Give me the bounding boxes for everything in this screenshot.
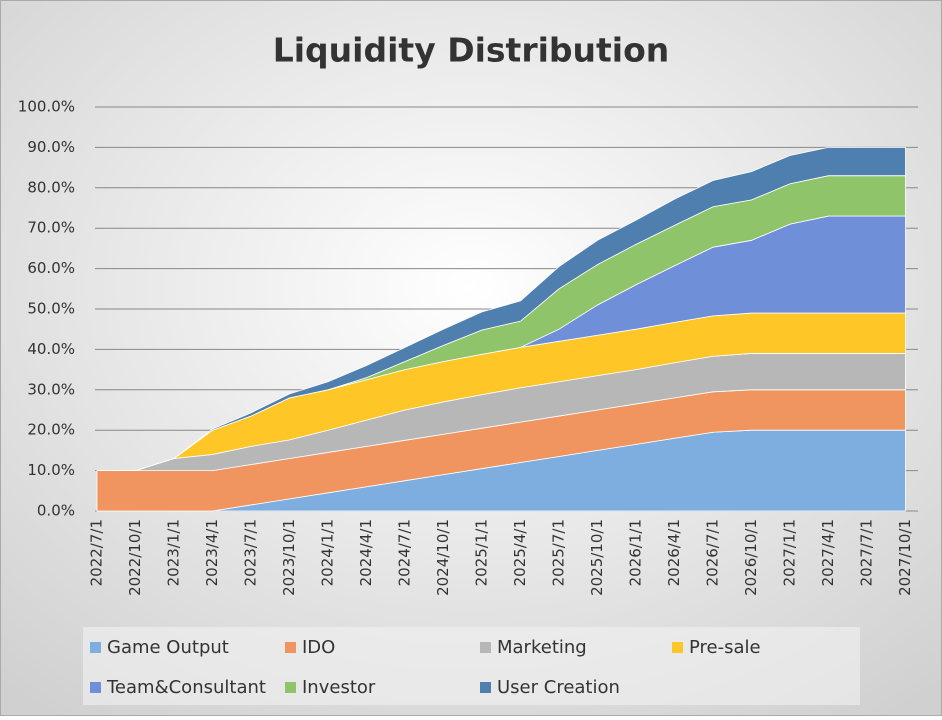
- x-tick-label: 2026/4/1: [665, 519, 683, 586]
- x-tick-label: 2024/10/1: [434, 519, 452, 596]
- legend-swatch: [285, 642, 296, 653]
- x-tick-label: 2026/10/1: [742, 519, 760, 596]
- legend-label: Game Output: [107, 637, 229, 658]
- legend-swatch: [285, 682, 296, 693]
- x-tick-label: 2024/7/1: [396, 519, 414, 586]
- x-tick-label: 2023/4/1: [203, 519, 221, 586]
- legend-label: IDO: [302, 637, 335, 658]
- x-tick-label: 2022/7/1: [88, 519, 106, 586]
- legend-swatch: [480, 682, 491, 693]
- area: [97, 146, 906, 472]
- legend-label: Pre-sale: [689, 637, 761, 658]
- x-tick-label: 2026/1/1: [627, 519, 645, 586]
- y-tick-label: 70.0%: [27, 219, 75, 237]
- legend-swatch: [90, 682, 101, 693]
- x-tick-label: 2022/10/1: [126, 519, 144, 596]
- x-tick-label: 2027/10/1: [896, 519, 914, 596]
- legend-swatch: [90, 642, 101, 653]
- x-tick-label: 2024/4/1: [357, 519, 375, 586]
- y-tick-label: 60.0%: [27, 259, 75, 277]
- x-tick-label: 2023/10/1: [280, 519, 298, 596]
- legend-label: Marketing: [497, 637, 587, 658]
- x-tick-label: 2025/10/1: [588, 519, 606, 596]
- x-tick-label: 2027/4/1: [819, 519, 837, 586]
- legend-swatch: [672, 642, 683, 653]
- legend-box: [83, 627, 860, 705]
- legend-label: Team&Consultant: [106, 677, 266, 698]
- legend-swatch: [480, 642, 491, 653]
- x-tick-label: 2023/7/1: [242, 519, 260, 586]
- x-tick-label: 2024/1/1: [319, 519, 337, 586]
- y-tick-label: 80.0%: [27, 178, 75, 196]
- x-tick-label: 2027/7/1: [858, 519, 876, 586]
- x-tick-label: 2025/4/1: [511, 519, 529, 586]
- x-tick-label: 2025/7/1: [550, 519, 568, 586]
- x-tick-label: 2027/1/1: [781, 519, 799, 586]
- y-tick-label: 50.0%: [27, 300, 75, 318]
- y-tick-label: 20.0%: [27, 421, 75, 439]
- chart-title: Liquidity Distribution: [273, 31, 670, 70]
- y-tick-label: 0.0%: [37, 502, 75, 520]
- y-tick-label: 90.0%: [27, 138, 75, 156]
- y-tick-label: 40.0%: [27, 340, 75, 358]
- y-tick-label: 10.0%: [27, 461, 75, 479]
- legend-label: User Creation: [497, 677, 620, 698]
- x-tick-label: 2026/7/1: [704, 519, 722, 586]
- y-tick-label: 30.0%: [27, 380, 75, 398]
- x-tick-label: 2025/1/1: [473, 519, 491, 586]
- legend-label: Investor: [302, 677, 376, 698]
- y-tick-label: 100.0%: [18, 98, 75, 116]
- x-tick-label: 2023/1/1: [165, 519, 183, 586]
